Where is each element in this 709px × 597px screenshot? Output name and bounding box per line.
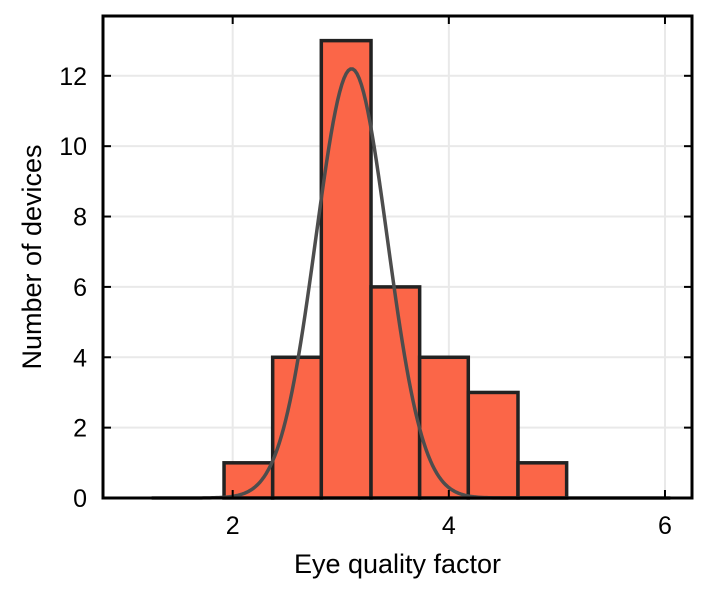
y-axis-label: Number of devices: [17, 144, 47, 369]
x-tick-label: 6: [658, 512, 672, 540]
histogram-bars: [222, 38, 569, 500]
histogram-bar: [319, 38, 373, 500]
y-tick-label: 4: [73, 344, 87, 372]
histogram-bar: [417, 355, 471, 500]
y-tick-labels: 0 2 4 6 8 10 12: [59, 63, 87, 513]
x-tick-label: 4: [442, 512, 456, 540]
histogram-bar: [270, 355, 324, 500]
x-tick-label: 2: [226, 512, 240, 540]
axis-ticks: [103, 16, 692, 499]
y-tick-label: 10: [59, 133, 87, 161]
y-tick-label: 8: [73, 204, 87, 232]
y-tick-label: 0: [73, 485, 87, 513]
x-axis-label: Eye quality factor: [294, 549, 501, 579]
y-tick-label: 2: [73, 415, 87, 443]
plot-frame: [101, 14, 694, 500]
histogram-bar: [516, 461, 569, 500]
y-tick-label: 6: [73, 274, 87, 302]
histogram-bar: [466, 390, 520, 500]
y-tick-label: 12: [59, 63, 87, 91]
x-tick-labels: 2 4 6: [226, 512, 672, 540]
